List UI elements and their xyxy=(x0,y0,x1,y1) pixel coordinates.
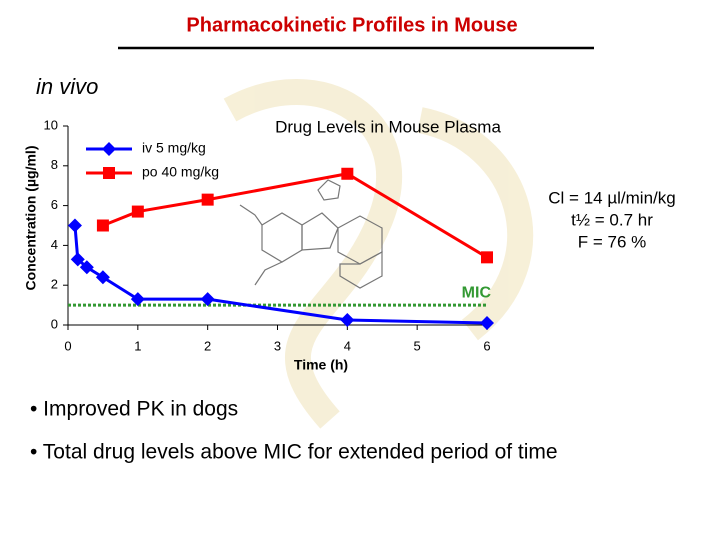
data-point xyxy=(96,219,109,232)
chemical-structure xyxy=(239,179,383,289)
x-tick-label: 0 xyxy=(64,338,71,353)
x-tick-label: 6 xyxy=(483,338,490,353)
subtitle: in vivo xyxy=(36,74,98,99)
legend-marker xyxy=(102,142,116,156)
data-point xyxy=(131,205,144,218)
y-tick-label: 10 xyxy=(44,117,58,132)
bullet: • Total drug levels above MIC for extend… xyxy=(30,441,558,464)
data-point xyxy=(481,251,493,264)
y-axis-label: Concentration (µg/ml) xyxy=(23,146,39,291)
data-point xyxy=(340,313,355,328)
x-tick-label: 3 xyxy=(274,338,281,353)
data-point xyxy=(67,218,82,233)
x-tick-label: 5 xyxy=(414,338,421,353)
legend-marker xyxy=(103,167,115,179)
x-tick-label: 2 xyxy=(204,338,211,353)
x-tick-label: 1 xyxy=(134,338,141,353)
data-point xyxy=(70,252,85,267)
data-point xyxy=(341,167,354,180)
data-point xyxy=(95,270,110,285)
slide-title: Pharmacokinetic Profiles in Mouse xyxy=(186,14,517,36)
data-point xyxy=(79,260,94,275)
legend-label: po 40 mg/kg xyxy=(142,164,219,180)
pk-annotation: t½ = 0.7 hr xyxy=(571,210,653,229)
y-tick-label: 8 xyxy=(51,157,58,172)
pk-annotation: F = 76 % xyxy=(578,232,647,251)
mic-label: MIC xyxy=(462,284,492,301)
background-decoration xyxy=(223,79,534,429)
chart-title: Drug Levels in Mouse Plasma xyxy=(275,117,501,136)
y-tick-label: 4 xyxy=(51,237,58,252)
x-tick-label: 4 xyxy=(344,338,351,353)
series-line xyxy=(73,225,488,325)
data-point xyxy=(130,292,145,307)
data-point xyxy=(200,292,215,307)
y-tick-label: 0 xyxy=(51,316,58,331)
y-tick-label: 6 xyxy=(51,197,58,212)
y-tick-label: 2 xyxy=(51,277,58,292)
series-line xyxy=(102,172,488,259)
bullet: • Improved PK in dogs xyxy=(30,398,238,421)
legend-label: iv 5 mg/kg xyxy=(142,140,206,156)
pk-annotation: Cl = 14 µl/min/kg xyxy=(548,188,675,207)
data-point xyxy=(480,316,494,331)
data-point xyxy=(201,193,214,206)
x-axis-label: Time (h) xyxy=(294,357,348,373)
